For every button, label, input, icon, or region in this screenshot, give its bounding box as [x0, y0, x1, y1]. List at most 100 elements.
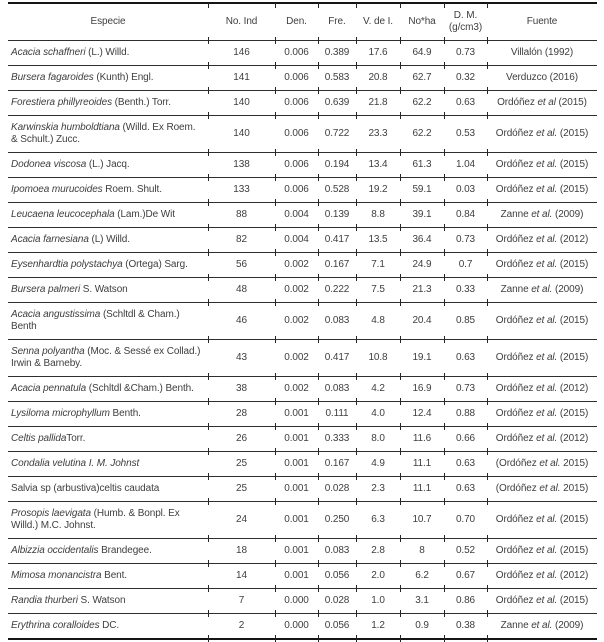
species-cell: Acacia pennatula (Schltdl &Cham.) Benth.	[11, 383, 194, 394]
fre-cell: 0.167	[317, 447, 356, 477]
no-ind-cell: 138	[207, 148, 275, 178]
no-ind-cell: 56	[207, 248, 275, 278]
dm-cell: 0.85	[443, 298, 487, 340]
fre-cell: 0.417	[317, 223, 356, 253]
den-cell: 0.006	[274, 111, 318, 153]
den-cell: 0.004	[274, 223, 318, 253]
v-de-i-cell: 17.6	[355, 36, 400, 66]
species-cell: Bursera palmeri S. Watson	[11, 284, 128, 295]
fre-cell: 0.250	[317, 497, 356, 539]
table-row: Bursera palmeri S. Watson 48 0.002 0.222 7.5…	[8, 273, 597, 303]
species-cell: Senna polyantha (Moc. & Sessé ex Collad.…	[11, 346, 201, 369]
header-v-de-i: V. de I.	[355, 2, 400, 41]
fre-cell: 0.111	[317, 397, 356, 427]
table-header: Especie No. Ind Den. Fre. V. de I. No*ha…	[8, 2, 597, 41]
fre-cell: 0.056	[317, 609, 356, 641]
header-dm-line1: D. M.	[453, 10, 478, 21]
den-cell: 0.001	[274, 422, 318, 452]
species-cell: Acacia angustissima (Schltdl & Cham.) Be…	[11, 309, 180, 332]
header-no-ha: No*ha	[399, 2, 444, 41]
dm-cell: 0.63	[443, 335, 487, 377]
den-cell: 0.006	[274, 86, 318, 116]
den-cell: 0.006	[274, 148, 318, 178]
no-ha-cell: 61.3	[399, 148, 444, 178]
no-ha-cell: 6.2	[399, 559, 444, 589]
dm-cell: 0.88	[443, 397, 487, 427]
species-data-table: Especie No. Ind Den. Fre. V. de I. No*ha…	[8, 2, 597, 641]
v-de-i-cell: 1.2	[355, 609, 400, 641]
den-cell: 0.000	[274, 609, 318, 641]
no-ind-cell: 88	[207, 198, 275, 228]
no-ind-cell: 140	[207, 86, 275, 116]
no-ind-cell: 46	[207, 298, 275, 340]
fre-cell: 0.083	[317, 298, 356, 340]
table-row: Acacia schaffneri (L.) Willd. 146 0.006 0.3…	[8, 36, 597, 66]
no-ha-cell: 62.7	[399, 61, 444, 91]
species-cell: Prosopis laevigata (Humb. & Bonpl. Ex Wi…	[11, 508, 180, 531]
species-cell: Bursera fagaroides (Kunth) Engl.	[11, 72, 154, 83]
table-row: Ipomoea murucoides Roem. Shult. 133 0.006 0…	[8, 173, 597, 203]
v-de-i-cell: 4.2	[355, 372, 400, 402]
dm-cell: 0.38	[443, 609, 487, 641]
fuente-cell: Ordóñez et al. (2012)	[486, 559, 597, 589]
den-cell: 0.002	[274, 273, 318, 303]
fuente-cell: Ordóñez et al. (2012)	[486, 422, 597, 452]
dm-cell: 0.73	[443, 372, 487, 402]
v-de-i-cell: 4.9	[355, 447, 400, 477]
species-cell: Acacia farnesiana (L) Willd.	[11, 234, 130, 245]
species-cell: Lysiloma microphyllum Benth.	[11, 408, 141, 419]
dm-cell: 0.32	[443, 61, 487, 91]
den-cell: 0.002	[274, 372, 318, 402]
table-row: Senna polyantha (Moc. & Sessé ex Collad.…	[8, 335, 597, 377]
v-de-i-cell: 23.3	[355, 111, 400, 153]
fre-cell: 0.528	[317, 173, 356, 203]
v-de-i-cell: 10.8	[355, 335, 400, 377]
fre-cell: 0.083	[317, 534, 356, 564]
fre-cell: 0.028	[317, 584, 356, 614]
fre-cell: 0.167	[317, 248, 356, 278]
table-row: Prosopis laevigata (Humb. & Bonpl. Ex Wi…	[8, 497, 597, 539]
header-no-ind: No. Ind	[207, 2, 275, 41]
v-de-i-cell: 7.1	[355, 248, 400, 278]
fuente-cell: Ordóñez et al. (2015)	[486, 584, 597, 614]
species-cell: Dodonea viscosa (L.) Jacq.	[11, 159, 130, 170]
den-cell: 0.006	[274, 61, 318, 91]
dm-cell: 0.63	[443, 86, 487, 116]
no-ind-cell: 140	[207, 111, 275, 153]
species-cell: Condalia velutina I. M. Johnst	[11, 458, 140, 469]
den-cell: 0.001	[274, 397, 318, 427]
table-row: Albizzia occidentalis Brandegee. 18 0.001 0…	[8, 534, 597, 564]
fre-cell: 0.056	[317, 559, 356, 589]
no-ind-cell: 2	[207, 609, 275, 641]
table-row: Mimosa monancistra Bent. 14 0.001 0.056 2.0 6…	[8, 559, 597, 589]
fuente-cell: Ordóñez et al (2015)	[486, 86, 597, 116]
den-cell: 0.002	[274, 335, 318, 377]
fuente-cell: (Ordóñez et al. 2015)	[486, 447, 597, 477]
no-ind-cell: 82	[207, 223, 275, 253]
no-ind-cell: 26	[207, 422, 275, 452]
species-cell: Leucaena leucocephala (Lam.)De Wit	[11, 209, 175, 220]
no-ind-cell: 14	[207, 559, 275, 589]
v-de-i-cell: 6.3	[355, 497, 400, 539]
fre-cell: 0.028	[317, 472, 356, 502]
dm-cell: 0.73	[443, 223, 487, 253]
table-row: Forestiera phillyreoides (Benth.) Torr. 1…	[8, 86, 597, 116]
fre-cell: 0.417	[317, 335, 356, 377]
v-de-i-cell: 2.8	[355, 534, 400, 564]
table-row: Acacia angustissima (Schltdl & Cham.) Be…	[8, 298, 597, 340]
species-cell: Eysenhardtia polystachya (Ortega) Sarg.	[11, 259, 188, 270]
no-ha-cell: 11.6	[399, 422, 444, 452]
no-ha-cell: 10.7	[399, 497, 444, 539]
fuente-cell: Ordóñez et al. (2015)	[486, 173, 597, 203]
fuente-cell: Ordóñez et al. (2012)	[486, 372, 597, 402]
fre-cell: 0.194	[317, 148, 356, 178]
dm-cell: 0.33	[443, 273, 487, 303]
dm-cell: 0.52	[443, 534, 487, 564]
no-ind-cell: 7	[207, 584, 275, 614]
table-row: Karwinskia humboldtiana (Willd. Ex Roem.…	[8, 111, 597, 153]
den-cell: 0.001	[274, 559, 318, 589]
table-row: Dodonea viscosa (L.) Jacq. 138 0.006 0.194 1…	[8, 148, 597, 178]
table-row: Erythrina coralloides DC. 2 0.000 0.056 1.2 0…	[8, 609, 597, 641]
no-ha-cell: 39.1	[399, 198, 444, 228]
fuente-cell: Zanne et al. (2009)	[486, 198, 597, 228]
